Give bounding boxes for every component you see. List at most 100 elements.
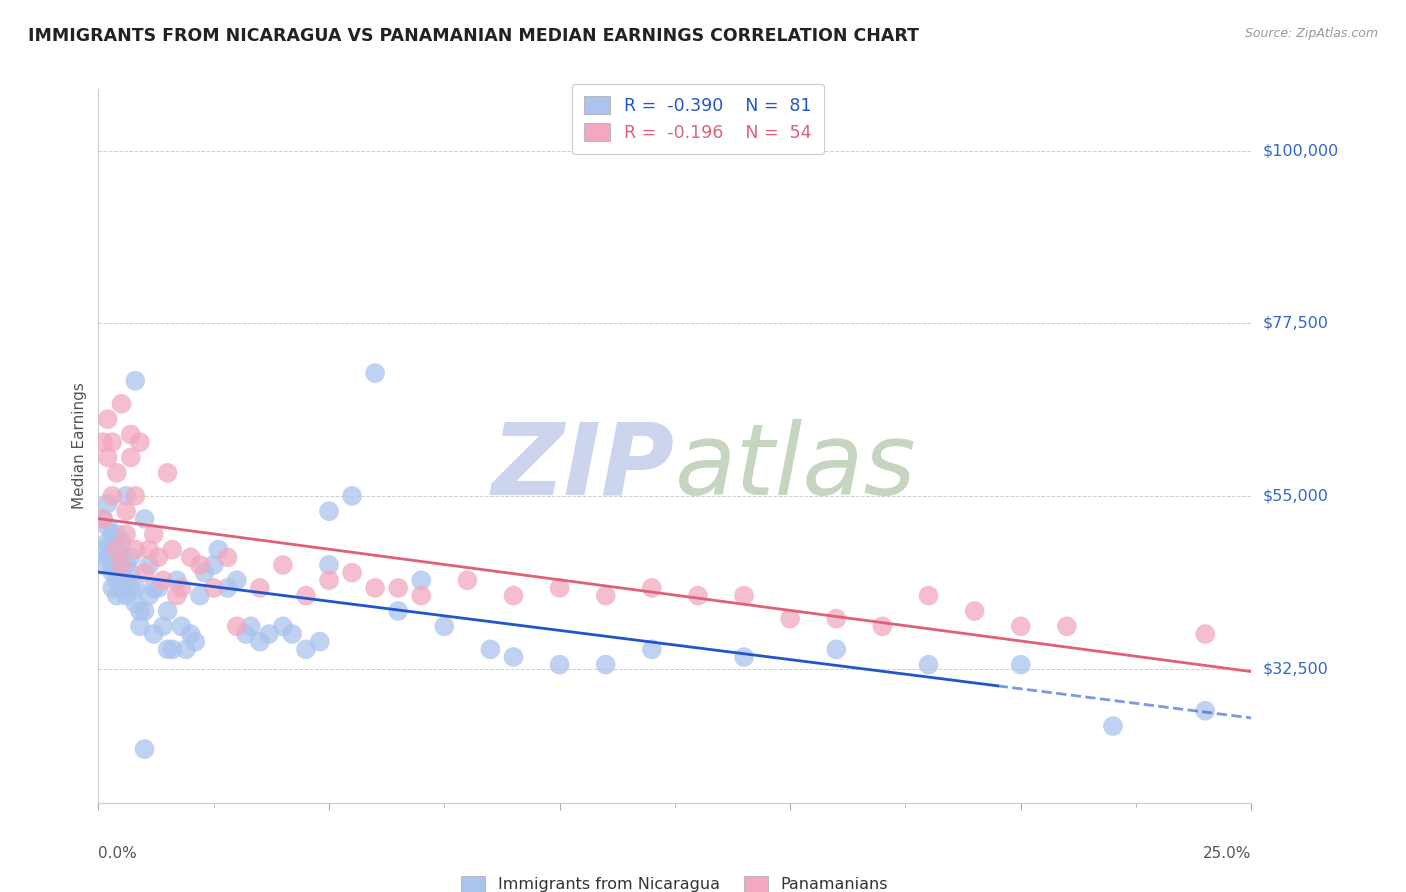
Point: [595, 589, 617, 603]
Point: [180, 550, 202, 565]
Point: [152, 619, 174, 633]
Point: [249, 581, 271, 595]
Point: [872, 619, 894, 633]
Point: [202, 558, 225, 572]
Text: 0.0%: 0.0%: [98, 846, 138, 861]
Point: [433, 619, 456, 633]
Point: [91, 435, 114, 450]
Point: [295, 589, 318, 603]
Point: [174, 642, 197, 657]
Y-axis label: Median Earnings: Median Earnings: [72, 383, 87, 509]
Point: [91, 512, 114, 526]
Point: [825, 612, 848, 626]
Point: [479, 642, 502, 657]
Point: [1194, 627, 1216, 641]
Point: [105, 574, 128, 588]
Point: [91, 558, 114, 572]
Legend: Immigrants from Nicaragua, Panamanians: Immigrants from Nicaragua, Panamanians: [453, 868, 897, 892]
Point: [595, 657, 617, 672]
Point: [1010, 619, 1032, 633]
Point: [340, 566, 363, 580]
Point: [105, 527, 128, 541]
Point: [257, 627, 280, 641]
Point: [129, 604, 152, 618]
Point: [124, 581, 146, 595]
Point: [917, 657, 939, 672]
Point: [105, 558, 128, 572]
Point: [364, 366, 387, 380]
Point: [97, 519, 120, 533]
Point: [110, 581, 132, 595]
Point: [387, 604, 409, 618]
Point: [120, 566, 142, 580]
Point: [110, 535, 132, 549]
Text: atlas: atlas: [675, 419, 917, 516]
Point: [184, 634, 207, 648]
Point: [120, 450, 142, 465]
Point: [170, 619, 193, 633]
Point: [917, 589, 939, 603]
Point: [160, 642, 183, 657]
Point: [105, 542, 128, 557]
Point: [129, 619, 152, 633]
Point: [124, 596, 146, 610]
Point: [1056, 619, 1078, 633]
Point: [193, 566, 215, 580]
Point: [134, 512, 156, 526]
Point: [1194, 704, 1216, 718]
Point: [138, 589, 160, 603]
Point: [281, 627, 304, 641]
Point: [148, 550, 170, 565]
Point: [134, 566, 156, 580]
Point: [387, 581, 409, 595]
Point: [110, 566, 132, 580]
Point: [156, 604, 179, 618]
Point: [188, 558, 211, 572]
Point: [188, 589, 211, 603]
Point: [166, 574, 188, 588]
Point: [318, 574, 340, 588]
Point: [101, 566, 124, 580]
Point: [97, 450, 120, 465]
Point: [115, 574, 138, 588]
Point: [364, 581, 387, 595]
Point: [202, 581, 225, 595]
Point: [120, 581, 142, 595]
Point: [271, 558, 294, 572]
Point: [152, 574, 174, 588]
Text: $55,000: $55,000: [1263, 489, 1329, 503]
Point: [101, 489, 124, 503]
Point: [249, 634, 271, 648]
Point: [166, 589, 188, 603]
Point: [411, 589, 433, 603]
Point: [548, 657, 571, 672]
Point: [733, 589, 755, 603]
Point: [686, 589, 709, 603]
Point: [170, 581, 193, 595]
Point: [120, 550, 142, 565]
Point: [91, 512, 114, 526]
Point: [138, 558, 160, 572]
Point: [97, 412, 120, 426]
Point: [779, 612, 801, 626]
Point: [235, 627, 257, 641]
Point: [115, 558, 138, 572]
Text: $32,500: $32,500: [1263, 661, 1329, 676]
Point: [91, 542, 114, 557]
Point: [115, 589, 138, 603]
Point: [271, 619, 294, 633]
Text: $100,000: $100,000: [1263, 143, 1339, 158]
Point: [156, 642, 179, 657]
Point: [207, 542, 229, 557]
Point: [101, 435, 124, 450]
Point: [124, 542, 146, 557]
Point: [101, 527, 124, 541]
Point: [101, 558, 124, 572]
Text: $77,500: $77,500: [1263, 316, 1329, 331]
Point: [105, 589, 128, 603]
Point: [340, 489, 363, 503]
Point: [308, 634, 330, 648]
Point: [142, 527, 165, 541]
Point: [318, 558, 340, 572]
Point: [142, 627, 165, 641]
